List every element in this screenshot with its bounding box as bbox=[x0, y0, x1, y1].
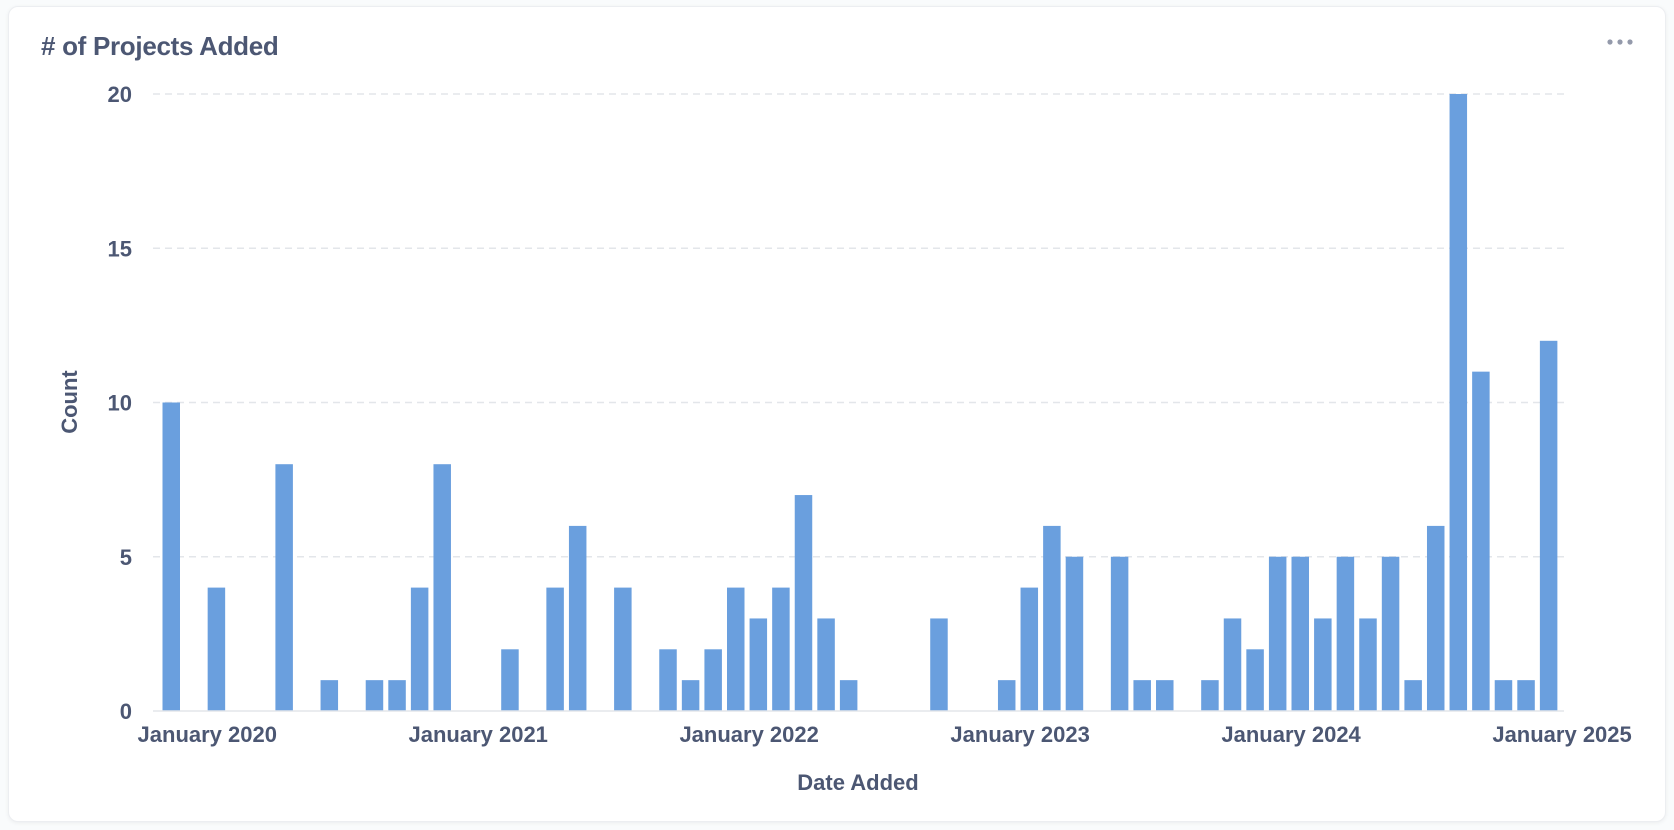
bar-2023-05[interactable] bbox=[1065, 556, 1084, 711]
bar-2020-11[interactable] bbox=[388, 680, 406, 711]
bar-2020-03[interactable] bbox=[207, 587, 226, 711]
y-tick-label: 20 bbox=[108, 82, 132, 107]
bar-2022-11[interactable] bbox=[930, 618, 948, 711]
bar-2024-07[interactable] bbox=[1381, 556, 1400, 711]
x-tick-label: January 2021 bbox=[408, 722, 547, 747]
bar-2022-04[interactable] bbox=[772, 587, 790, 711]
bar-2024-04[interactable] bbox=[1314, 618, 1332, 711]
bar-2024-09[interactable] bbox=[1426, 525, 1445, 711]
bar-2024-03[interactable] bbox=[1291, 556, 1310, 711]
bar-2024-12[interactable] bbox=[1494, 680, 1513, 711]
bar-2021-07[interactable] bbox=[568, 525, 587, 711]
bar-2020-06[interactable] bbox=[275, 464, 293, 711]
bar-2023-11[interactable] bbox=[1201, 680, 1219, 711]
grid-lines bbox=[153, 93, 1564, 558]
bar-2024-01[interactable] bbox=[1246, 649, 1264, 711]
bar-2025-02[interactable] bbox=[1539, 340, 1558, 711]
y-tick-label: 15 bbox=[108, 236, 132, 261]
y-tick-label: 5 bbox=[120, 545, 132, 570]
x-tick-label: January 2023 bbox=[950, 722, 1089, 747]
bar-2024-05[interactable] bbox=[1336, 556, 1355, 711]
bar-2021-06[interactable] bbox=[546, 587, 564, 711]
bar-2024-11[interactable] bbox=[1472, 371, 1490, 711]
y-axis-ticks: 0 5 10 15 20 bbox=[108, 82, 132, 724]
bar-2020-10[interactable] bbox=[365, 680, 384, 711]
y-tick-label: 0 bbox=[120, 699, 132, 724]
x-axis-ticks: January 2020 January 2021 January 2022 Janu… bbox=[138, 722, 1632, 747]
bar-2023-12[interactable] bbox=[1223, 618, 1242, 711]
bar-2023-03[interactable] bbox=[1020, 587, 1039, 711]
bar-2021-04[interactable] bbox=[501, 649, 519, 711]
bar-2021-01[interactable] bbox=[433, 464, 451, 711]
bar-2020-12[interactable] bbox=[410, 587, 429, 711]
bar-2025-01[interactable] bbox=[1517, 680, 1535, 711]
bar-2023-08[interactable] bbox=[1133, 680, 1151, 711]
bar-2022-03[interactable] bbox=[749, 618, 768, 711]
bar-2024-08[interactable] bbox=[1404, 680, 1422, 711]
bar-2024-10[interactable] bbox=[1449, 94, 1468, 711]
card-menu-button[interactable] bbox=[1605, 33, 1635, 51]
bar-2024-02[interactable] bbox=[1268, 556, 1287, 711]
bar-2022-02[interactable] bbox=[727, 587, 745, 711]
bars bbox=[162, 94, 1558, 712]
x-tick-label: January 2025 bbox=[1492, 722, 1631, 747]
ellipsis-icon bbox=[1607, 39, 1633, 45]
bar-2021-09[interactable] bbox=[614, 587, 632, 711]
y-tick-label: 10 bbox=[108, 391, 132, 416]
bar-2020-01[interactable] bbox=[162, 402, 181, 712]
bar-2022-07[interactable] bbox=[839, 680, 858, 711]
bar-2023-09[interactable] bbox=[1156, 680, 1174, 711]
card-title: # of Projects Added bbox=[41, 31, 279, 61]
bar-2023-04[interactable] bbox=[1043, 525, 1061, 711]
x-tick-label: January 2020 bbox=[138, 722, 277, 747]
bar-2024-06[interactable] bbox=[1359, 618, 1377, 711]
y-axis-label: Count bbox=[57, 370, 82, 434]
bar-2022-01[interactable] bbox=[704, 649, 722, 711]
bar-2021-12[interactable] bbox=[681, 680, 700, 711]
bar-2021-11[interactable] bbox=[659, 649, 677, 711]
bar-2023-02[interactable] bbox=[997, 680, 1016, 711]
x-tick-label: January 2022 bbox=[679, 722, 818, 747]
bar-2020-08[interactable] bbox=[320, 680, 339, 711]
bar-2023-07[interactable] bbox=[1110, 556, 1129, 711]
bar-2022-05[interactable] bbox=[794, 495, 813, 711]
x-axis-label: Date Added bbox=[797, 770, 918, 795]
x-tick-label: January 2024 bbox=[1221, 722, 1361, 747]
bar-2022-06[interactable] bbox=[817, 618, 835, 711]
